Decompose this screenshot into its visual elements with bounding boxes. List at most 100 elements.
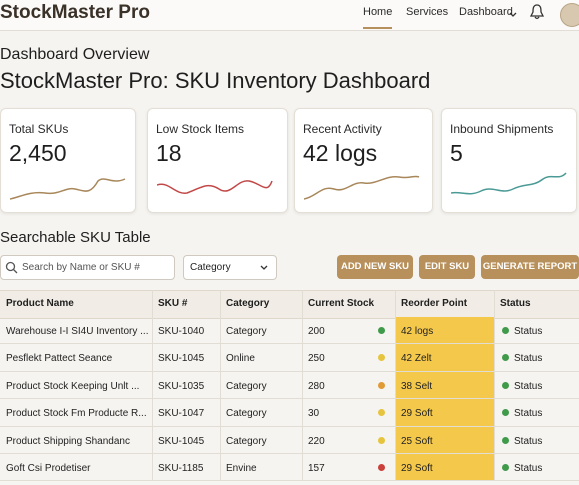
edit-button[interactable]: EDIT SKU (419, 255, 475, 279)
status-dot (502, 327, 509, 334)
table-row (0, 480, 579, 482)
search-icon (5, 261, 18, 274)
sparkline-path (157, 180, 273, 194)
table-cell: Product Shipping Shandanc (6, 435, 130, 447)
search-placeholder: Search by Name or SKU # (22, 262, 140, 273)
sparkline-path (451, 172, 567, 195)
table-row (0, 425, 579, 427)
sparkline (157, 180, 273, 194)
column-header: Category (226, 298, 270, 309)
column-header: Status (500, 298, 531, 309)
table-cell: 38 Selt (401, 380, 433, 392)
table-cell: 250 (308, 353, 325, 365)
stock-dot (378, 464, 385, 471)
sparkline (451, 172, 567, 195)
table-cell: Status (514, 463, 543, 474)
status-dot (502, 436, 509, 444)
filter-select[interactable]: Category (183, 255, 277, 280)
dropdown-caret[interactable] (507, 8, 519, 20)
table-cell: SKU-1035 (158, 380, 205, 392)
search-input[interactable]: Search by Name or SKU # (0, 255, 175, 280)
column-divider (302, 290, 303, 482)
table-row (0, 453, 579, 454)
column-divider (395, 290, 396, 482)
table-cell: Category (226, 435, 267, 447)
nav-link[interactable]: Home (363, 6, 393, 29)
select-caret (260, 265, 268, 270)
table-cell: Category (226, 326, 267, 337)
table-cell: 30 (308, 408, 320, 420)
status-dot (502, 409, 509, 417)
table-cell: 42 logs (401, 326, 434, 337)
nav-link[interactable]: Dashboard (459, 6, 513, 18)
table-cell: Status (514, 353, 543, 365)
table-cell: Online (226, 353, 255, 365)
table-cell: 25 Soft (401, 435, 433, 447)
table-cell: 280 (308, 380, 325, 392)
card-value: 18 (156, 140, 182, 166)
table-cell: 157 (308, 463, 325, 474)
card-value: 2,450 (9, 140, 67, 166)
column-divider (220, 290, 221, 482)
card-value: 42 logs (303, 140, 378, 166)
stat-card: Total SKUs 2,450 (0, 108, 136, 213)
column-header: Reorder Point (401, 298, 468, 309)
table-cell: 42 Zelt (401, 353, 432, 365)
column-header: Product Name (6, 298, 74, 309)
table-cell: Product Stock Keeping Unlt ... (6, 380, 140, 392)
column-divider (494, 290, 495, 482)
table-cell: SKU-1045 (158, 353, 205, 365)
table-cell: SKU-1040 (158, 326, 205, 337)
table-cell: Category (226, 380, 267, 392)
stock-dot (378, 381, 385, 389)
add-button[interactable]: ADD NEW SKU (337, 255, 413, 279)
table-row (0, 343, 579, 345)
stock-dot (378, 436, 385, 444)
bell-icon[interactable] (529, 3, 545, 21)
table-cell: 220 (308, 435, 325, 447)
sparkline-path (304, 175, 420, 200)
table-cell: SKU-1045 (158, 435, 205, 447)
nav-link[interactable]: Services (406, 6, 449, 18)
stock-dot (378, 409, 385, 417)
table-row (0, 398, 579, 400)
table-cell: 29 Soft (401, 463, 433, 474)
table-cell: Status (514, 408, 543, 420)
table-cell: Status (514, 326, 543, 337)
sparkline (304, 175, 420, 200)
section-title: Searchable SKU Table (0, 229, 151, 246)
card-value: 5 (450, 140, 463, 166)
status-dot (502, 464, 509, 471)
table-header (0, 290, 579, 319)
card-label: Recent Activity (303, 122, 382, 136)
header (0, 0, 579, 31)
sparkline (10, 178, 126, 200)
brand: StockMaster Pro (0, 2, 150, 23)
table-cell: Warehouse I-I SI4U Inventory ... (6, 326, 149, 337)
table-cell: SKU-1185 (158, 463, 204, 474)
page-subtitle: Dashboard Overview (0, 46, 150, 63)
stock-dot (378, 354, 385, 362)
table-row (0, 370, 579, 372)
report-button[interactable]: GENERATE REPORT (481, 255, 579, 279)
filter-label: Category (190, 262, 231, 273)
stat-card: Low Stock Items 18 (147, 108, 288, 213)
stat-card: Recent Activity 42 logs (294, 108, 433, 213)
column-divider (152, 290, 153, 482)
reorder-column (395, 317, 494, 482)
card-label: Low Stock Items (156, 122, 245, 136)
status-dot (502, 381, 509, 389)
avatar[interactable] (560, 3, 579, 27)
column-header: SKU # (158, 298, 188, 309)
table-cell: 200 (308, 326, 325, 337)
table-cell: Goft Csi Prodetiser (6, 463, 91, 474)
table-cell: Pesflekt Pattect Seance (6, 353, 113, 365)
page-title: StockMaster Pro: SKU Inventory Dashboard (0, 68, 431, 93)
stat-card: Inbound Shipments 5 (441, 108, 577, 213)
table-cell: Category (226, 408, 267, 420)
table-cell: Status (514, 435, 543, 447)
table-cell: Envine (226, 463, 257, 474)
card-label: Inbound Shipments (450, 122, 554, 136)
sparkline-path (10, 178, 126, 200)
